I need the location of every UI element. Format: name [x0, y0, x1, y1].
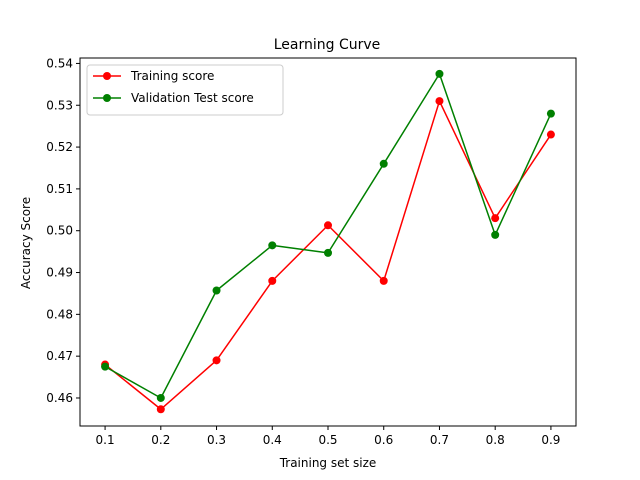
y-tick-label: 0.49 — [46, 266, 73, 280]
plot-frame — [79, 57, 577, 427]
validation-test-score-point — [268, 241, 277, 250]
y-tick-label: 0.53 — [46, 98, 73, 112]
legend: Training score Validation Test score — [86, 64, 284, 116]
y-tick-label: 0.47 — [46, 349, 73, 363]
validation-test-score-point — [546, 109, 555, 118]
training-score-point — [324, 221, 332, 230]
validation-test-score-point — [212, 286, 221, 295]
y-tick-label: 0.52 — [46, 140, 73, 154]
x-axis-label: Training set size — [279, 456, 377, 470]
x-tick-label: 0.1 — [96, 433, 115, 447]
chart-title: Learning Curve — [274, 37, 381, 53]
x-tick-label: 0.2 — [151, 433, 170, 447]
training-score-point — [268, 276, 277, 285]
y-tick-label: 0.54 — [46, 56, 73, 70]
y-tick-label: 0.46 — [46, 391, 73, 405]
validation-test-score-point — [379, 159, 388, 168]
x-tick-label: 0.9 — [541, 433, 560, 447]
y-axis-ticks: 0.46 0.47 0.48 0.49 0.50 0.51 0.52 0.53 0.54 — [46, 56, 80, 405]
validation-test-score-point — [324, 248, 332, 257]
x-axis-ticks: 0.1 0.2 0.3 0.4 0.5 0.6 0.7 0.8 0.9 — [96, 426, 560, 447]
x-tick-label: 0.8 — [486, 433, 505, 447]
x-tick-label: 0.7 — [430, 433, 449, 447]
validation-test-score-point — [435, 69, 444, 78]
legend-training-score-label: Training score — [130, 69, 214, 83]
legend-validation-test-score-label: Validation Test score — [131, 91, 254, 105]
legend-training-score-marker — [103, 72, 111, 80]
validation-test-score-point — [101, 362, 110, 371]
validation-test-score-point — [156, 393, 165, 402]
training-score-point — [435, 97, 444, 106]
x-tick-label: 0.5 — [318, 433, 337, 447]
training-score-point — [212, 356, 221, 365]
legend-entries: Training score Validation Test score — [93, 69, 254, 105]
validation-test-score-point — [491, 230, 500, 239]
training-score-point — [546, 130, 555, 139]
x-tick-label: 0.6 — [374, 433, 393, 447]
y-axis-label: Accuracy Score — [19, 197, 33, 289]
x-tick-label: 0.3 — [207, 433, 226, 447]
y-tick-label: 0.51 — [46, 182, 73, 196]
training-score-point — [379, 276, 388, 285]
legend-validation-test-score-marker — [103, 94, 111, 102]
x-tick-label: 0.4 — [263, 433, 282, 447]
training-score-point — [491, 214, 500, 223]
y-tick-label: 0.48 — [46, 307, 73, 321]
y-tick-label: 0.50 — [46, 224, 73, 238]
training-score-point — [156, 405, 165, 414]
series-layer — [101, 69, 555, 414]
legend-box — [86, 64, 284, 116]
